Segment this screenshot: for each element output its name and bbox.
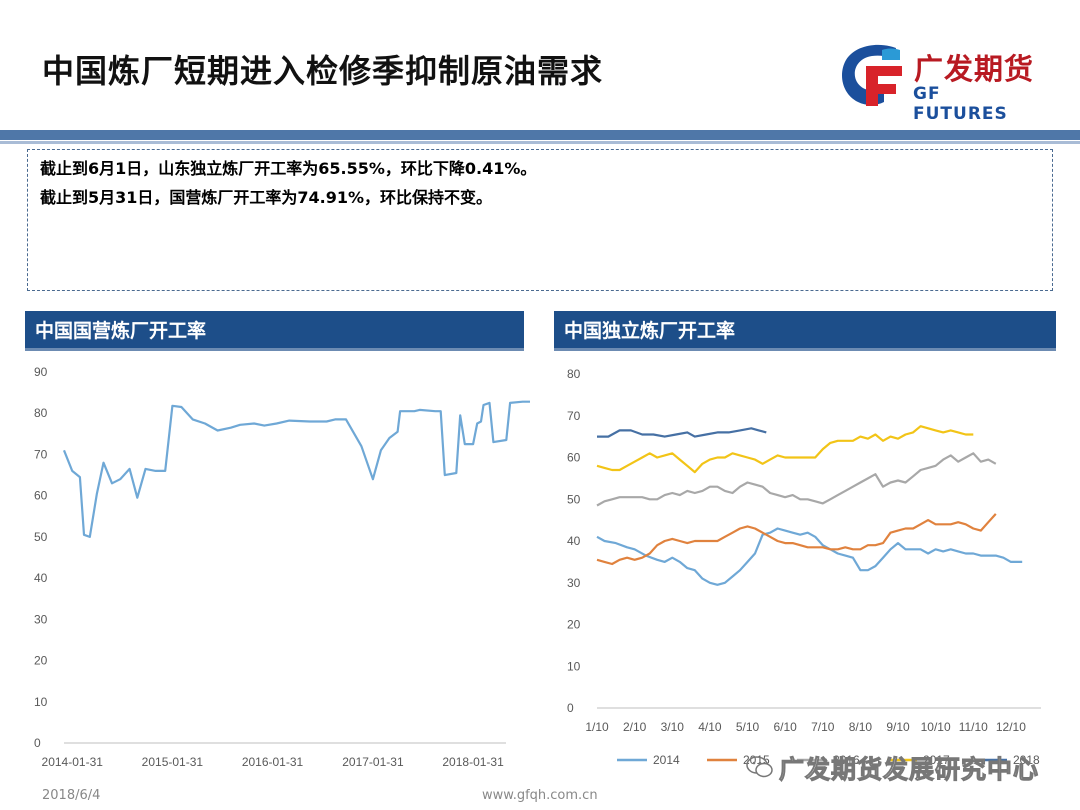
logo-mark-icon: [842, 44, 902, 106]
state-refinery-rate-chart: 0 10 20 30 40 50 60 70 80 90 2014-01-31 2015-01-31 2…: [34, 365, 530, 769]
x-tick-label: 8/10: [849, 720, 873, 734]
note-line-independent: 截止到6月1日，山东独立炼厂开工率为65.55%，环比下降0.41%。: [40, 159, 537, 178]
x-tick-label: 7/10: [811, 720, 835, 734]
y-tick-label: 60: [34, 489, 48, 503]
left-chart-header: 中国国营炼厂开工率: [25, 311, 524, 351]
series-line: [596, 527, 1023, 586]
header-divider-bar: [0, 130, 1080, 140]
wechat-watermark: 广发期货发展研究中心: [745, 748, 1045, 785]
logo-chinese-text: 广发期货: [914, 52, 1035, 86]
series-line: [597, 427, 767, 438]
y-tick-label: 60: [567, 451, 581, 465]
y-tick-label: 30: [34, 612, 48, 626]
x-tick-label: 9/10: [886, 720, 910, 734]
series-line: [596, 452, 997, 507]
y-tick-label: 0: [34, 736, 41, 750]
series-line: [62, 400, 530, 538]
gf-futures-logo: 广发期货 GF FUTURES: [836, 40, 1036, 124]
x-tick-label: 11/10: [959, 720, 988, 734]
y-tick-label: 90: [34, 365, 48, 379]
watermark-text: 广发期货发展研究中心: [778, 755, 1040, 785]
y-tick-label: 50: [34, 530, 48, 544]
slide-title: 中国炼厂短期进入检修季抑制原油需求: [42, 52, 604, 90]
summary-note-box: 截止到6月1日，山东独立炼厂开工率为65.55%，环比下降0.41%。 截止到5…: [27, 149, 1053, 291]
y-tick-label: 40: [34, 571, 48, 585]
x-tick-label: 6/10: [773, 720, 797, 734]
series-line: [596, 425, 974, 474]
x-tick-label: 3/10: [661, 720, 685, 734]
independent-refinery-rate-chart: 0 10 20 30 40 50 60 70 80 1/10 2/10 3/10 4/10 5/10 6/1…: [567, 367, 1041, 767]
series-line: [596, 513, 997, 566]
y-tick-label: 70: [34, 447, 48, 461]
x-tick-label: 2017-01-31: [342, 755, 404, 769]
x-tick-label: 2016-01-31: [242, 755, 304, 769]
x-tick-label: 2015-01-31: [142, 755, 204, 769]
y-tick-label: 0: [567, 701, 574, 715]
x-tick-label: 2014-01-31: [42, 755, 104, 769]
wechat-icon: [746, 756, 773, 778]
footer-date: 2018/6/4: [42, 788, 101, 803]
legend-label: 2017: [923, 753, 950, 767]
legend-label: 2016: [833, 753, 860, 767]
x-tick-label: 1/10: [585, 720, 609, 734]
y-tick-label: 20: [34, 654, 48, 668]
legend-label: 2014: [653, 753, 680, 767]
legend-label: 2018: [1013, 753, 1040, 767]
y-tick-label: 80: [34, 406, 48, 420]
y-tick-label: 10: [34, 695, 48, 709]
y-tick-label: 30: [567, 576, 581, 590]
x-tick-label: 4/10: [698, 720, 722, 734]
note-line-state-owned: 截止到5月31日，国营炼厂开工率为74.91%，环比保持不变。: [40, 188, 493, 207]
x-tick-label: 10/10: [921, 720, 951, 734]
x-tick-label: 2/10: [623, 720, 647, 734]
y-tick-label: 40: [567, 534, 581, 548]
x-tick-label: 12/10: [996, 720, 1026, 734]
x-tick-label: 2018-01-31: [442, 755, 504, 769]
right-chart-header: 中国独立炼厂开工率: [554, 311, 1056, 351]
y-tick-label: 10: [567, 659, 581, 673]
logo-english-text: GF FUTURES: [913, 84, 1008, 124]
y-tick-label: 20: [567, 618, 581, 632]
y-tick-label: 50: [567, 492, 581, 506]
y-tick-label: 80: [567, 367, 581, 381]
header-divider-thin: [0, 141, 1080, 144]
y-tick-label: 70: [567, 409, 581, 423]
x-tick-label: 5/10: [736, 720, 760, 734]
footer-website: www.gfqh.com.cn: [482, 788, 598, 803]
